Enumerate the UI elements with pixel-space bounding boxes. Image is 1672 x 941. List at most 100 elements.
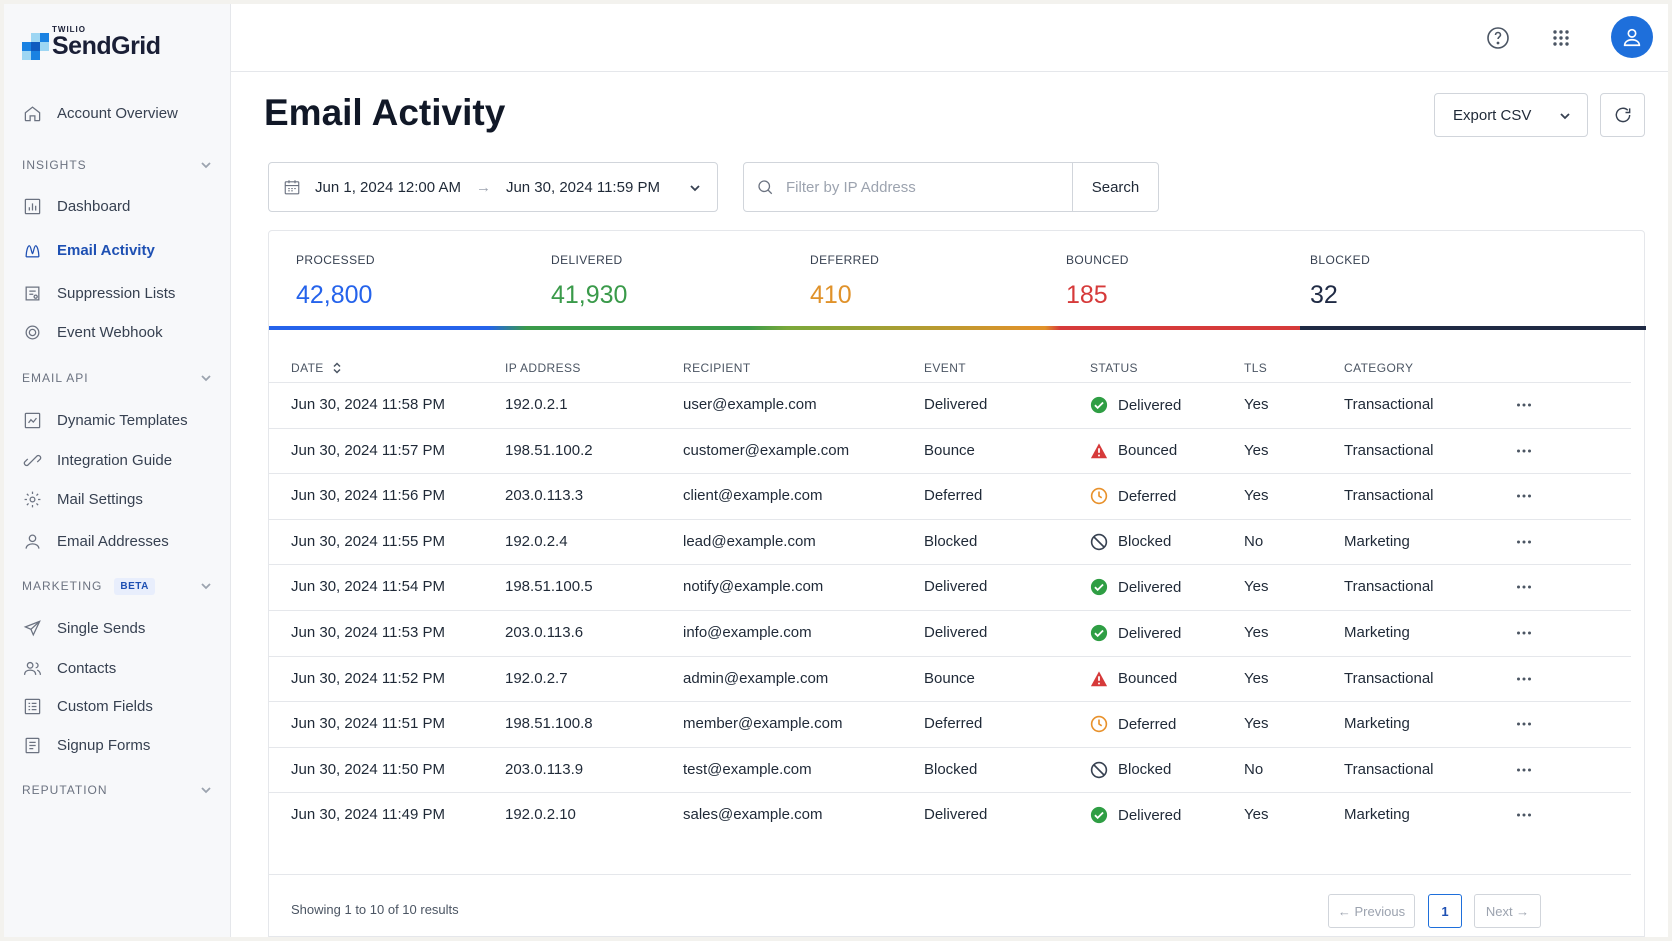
section-email-api[interactable]: EMAIL API	[22, 368, 212, 388]
cell-status: Deferred	[1090, 487, 1176, 505]
more-actions-icon[interactable]	[1515, 442, 1533, 460]
cell-event: Deferred	[924, 715, 983, 733]
arrow-right-icon: →	[475, 178, 491, 196]
section-insights[interactable]: INSIGHTS	[22, 155, 212, 175]
sidebar-item-account-overview[interactable]: Account Overview	[22, 101, 178, 125]
cell-tls: Yes	[1244, 715, 1269, 733]
status-label: Delivered	[1118, 578, 1182, 596]
date-end: Jun 30, 2024 11:59 PM	[505, 178, 660, 196]
sidebar-item-email-activity[interactable]: Email Activity	[22, 238, 155, 262]
cell-date: Jun 30, 2024 11:54 PM	[291, 578, 445, 596]
table-row[interactable]: Jun 30, 2024 11:58 PM 192.0.2.1 user@examp…	[269, 382, 1631, 428]
date-start: Jun 1, 2024 12:00 AM	[315, 178, 461, 196]
stat-delivered[interactable]: DELIVERED 41,930	[551, 253, 627, 310]
sidebar-item-label: Single Sends	[57, 619, 146, 637]
next-page-button[interactable]: Next →	[1474, 894, 1541, 928]
table-row[interactable]: Jun 30, 2024 11:50 PM 203.0.113.9 test@exa…	[269, 746, 1631, 793]
check-circle-icon	[1090, 807, 1108, 824]
refresh-button[interactable]	[1600, 93, 1645, 137]
sidebar-item-integration-guide[interactable]: Integration Guide	[22, 448, 172, 472]
table-row[interactable]: Jun 30, 2024 11:49 PM 192.0.2.10 sales@exa…	[269, 792, 1631, 838]
table-row[interactable]: Jun 30, 2024 11:57 PM 198.51.100.2 custome…	[269, 427, 1631, 474]
table-row[interactable]: Jun 30, 2024 11:54 PM 198.51.100.5 notify@…	[269, 564, 1631, 610]
sidebar-item-label: Integration Guide	[57, 451, 173, 469]
apps-grid-icon[interactable]	[1547, 24, 1575, 52]
section-reputation[interactable]: REPUTATION	[22, 780, 212, 800]
sidebar-item-mail-settings[interactable]: Mail Settings	[22, 487, 143, 511]
status-label: Deferred	[1118, 487, 1177, 505]
column-header-category: CATEGORY	[1344, 361, 1414, 375]
search-button[interactable]: Search	[1072, 163, 1158, 211]
table-row[interactable]: Jun 30, 2024 11:55 PM 192.0.2.4 lead@examp…	[269, 518, 1631, 565]
more-actions-icon[interactable]	[1515, 806, 1533, 824]
previous-page-button[interactable]: ← Previous	[1328, 894, 1415, 928]
more-actions-icon[interactable]	[1515, 533, 1533, 551]
sidebar-item-dashboard[interactable]: Dashboard	[22, 194, 130, 218]
sidebar-item-label: Custom Fields	[57, 697, 153, 715]
table-row[interactable]: Jun 30, 2024 11:52 PM 192.0.2.7 admin@exam…	[269, 655, 1631, 702]
form-icon	[22, 735, 42, 755]
divider	[269, 874, 1631, 875]
stat-label: PROCESSED	[296, 253, 375, 267]
cell-recipient: notify@example.com	[683, 578, 824, 596]
date-range-picker[interactable]: Jun 1, 2024 12:00 AM → Jun 30, 2024 11:5…	[268, 162, 718, 212]
check-circle-icon	[1090, 396, 1108, 414]
stat-bounced[interactable]: BOUNCED 185	[1066, 253, 1129, 310]
section-email-api-label: EMAIL API	[22, 371, 89, 385]
more-actions-icon[interactable]	[1515, 624, 1533, 642]
sidebar-item-dynamic-templates[interactable]: Dynamic Templates	[22, 408, 188, 432]
cell-date: Jun 30, 2024 11:55 PM	[291, 532, 445, 550]
sidebar-item-suppression-lists[interactable]: Suppression Lists	[22, 281, 175, 305]
stat-bar-blocked	[1300, 326, 1646, 330]
table-row[interactable]: Jun 30, 2024 11:56 PM 203.0.113.3 client@e…	[269, 473, 1631, 519]
more-actions-icon[interactable]	[1515, 715, 1533, 733]
cell-date: Jun 30, 2024 11:58 PM	[291, 396, 445, 413]
section-insights-label: INSIGHTS	[22, 158, 87, 172]
sidebar-item-label: Account Overview	[57, 104, 178, 122]
cell-category: Transactional	[1344, 396, 1434, 413]
cell-status: Deferred	[1090, 715, 1176, 733]
column-header-date[interactable]: DATE	[291, 361, 342, 375]
cell-ip: 198.51.100.5	[505, 578, 593, 596]
help-icon[interactable]	[1484, 24, 1512, 52]
cell-tls: Yes	[1244, 396, 1269, 413]
sidebar-item-email-addresses[interactable]: Email Addresses	[22, 529, 169, 553]
sendgrid-logo[interactable]: TWILIO SendGrid	[22, 26, 161, 60]
sidebar-item-signup-forms[interactable]: Signup Forms	[22, 733, 150, 757]
sidebar-item-contacts[interactable]: Contacts	[22, 656, 116, 680]
more-actions-icon[interactable]	[1515, 396, 1533, 414]
more-actions-icon[interactable]	[1515, 761, 1533, 779]
column-header-tls: TLS	[1244, 361, 1268, 375]
export-csv-label: Export CSV	[1453, 106, 1532, 124]
clock-icon	[1090, 715, 1108, 733]
stat-blocked[interactable]: BLOCKED 32	[1310, 253, 1370, 310]
more-actions-icon[interactable]	[1515, 670, 1533, 688]
page-button-current[interactable]: 1	[1428, 894, 1462, 928]
cell-recipient: info@example.com	[683, 624, 812, 641]
sidebar-item-event-webhook[interactable]: Event Webhook	[22, 320, 163, 344]
ip-filter-input[interactable]	[786, 178, 1066, 196]
sidebar-item-label: Dynamic Templates	[57, 411, 188, 429]
cell-ip: 198.51.100.8	[505, 715, 593, 733]
cell-event: Bounce	[924, 441, 975, 459]
cell-recipient: admin@example.com	[683, 669, 829, 687]
template-icon	[22, 410, 42, 430]
stat-value: 185	[1066, 281, 1108, 309]
more-actions-icon[interactable]	[1515, 578, 1533, 596]
chevron-down-icon	[689, 181, 701, 193]
avatar[interactable]	[1611, 16, 1653, 58]
stat-deferred[interactable]: DEFERRED 410	[810, 253, 879, 310]
export-csv-button[interactable]: Export CSV	[1434, 93, 1588, 137]
sidebar-item-custom-fields[interactable]: Custom Fields	[22, 694, 153, 718]
activity-icon	[22, 240, 42, 260]
table-row[interactable]: Jun 30, 2024 11:53 PM 203.0.113.6 info@exa…	[269, 610, 1631, 656]
table-row[interactable]: Jun 30, 2024 11:51 PM 198.51.100.8 member@…	[269, 701, 1631, 747]
cell-category: Transactional	[1344, 487, 1434, 505]
more-actions-icon[interactable]	[1515, 487, 1533, 505]
section-marketing[interactable]: MARKETING BETA	[22, 576, 212, 596]
stat-processed[interactable]: PROCESSED 42,800	[296, 253, 375, 310]
beta-badge: BETA	[114, 577, 155, 595]
cell-status: Bounced	[1090, 442, 1177, 460]
cell-tls: Yes	[1244, 441, 1269, 459]
sidebar-item-single-sends[interactable]: Single Sends	[22, 616, 145, 640]
